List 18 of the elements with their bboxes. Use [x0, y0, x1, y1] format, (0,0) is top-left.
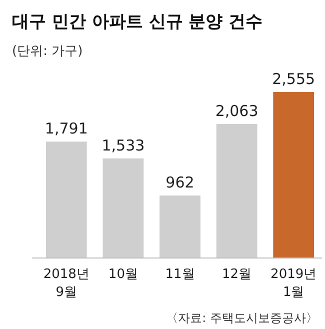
- text: 〈자료: 주택도시보증공사〉: [166, 311, 318, 325]
- data-label: 2,063: [215, 102, 258, 120]
- x-tick-label: 10월: [108, 267, 138, 282]
- x-tick-label: 2019년 1월: [270, 267, 317, 300]
- x-tick-label: 11월: [165, 267, 195, 282]
- data-label: 1,791: [44, 120, 88, 138]
- data-label: 1,533: [102, 136, 145, 154]
- data-label: 2,555: [272, 70, 316, 88]
- chart-subtitle: (단위: 가구): [12, 44, 83, 59]
- data-label: 962: [166, 174, 194, 192]
- bar: [102, 158, 144, 258]
- bar: [46, 142, 87, 258]
- x-tick-label: 12월: [222, 267, 252, 282]
- bar: [273, 92, 314, 258]
- bar: [160, 196, 200, 258]
- chart-title: 대구 민간 아파트 신규 분양 건수: [12, 12, 263, 32]
- x-tick-label: 2018년 9월: [43, 267, 90, 300]
- bar: [216, 124, 258, 258]
